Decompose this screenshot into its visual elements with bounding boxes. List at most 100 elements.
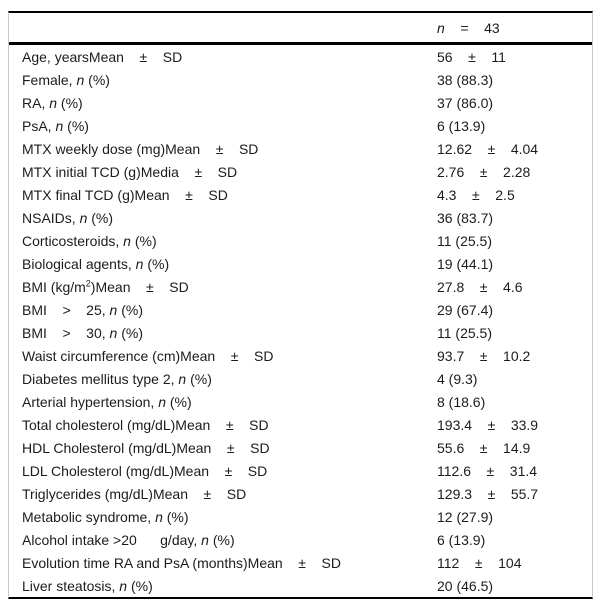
row-value: 27.8 ± 4.6: [437, 278, 523, 295]
row-value: 193.4 ± 33.9: [437, 416, 539, 433]
text-part: Age, yearsMean ± SD: [22, 48, 183, 65]
text-part: (%): [143, 255, 170, 272]
row-label: MTX weekly dose (mg)Mean ± SD: [9, 141, 437, 157]
row-value: 2.76 ± 2.28: [437, 163, 531, 180]
row-value: 6 (13.9): [437, 531, 486, 548]
table-row: PsA, n (%) 6 (13.9): [9, 114, 592, 137]
row-label: Female, n (%): [9, 72, 437, 88]
table-row: BMI > 30, n (%) 11 (25.5): [9, 321, 592, 344]
table-row: Waist circumference (cm)Mean ± SD 93.7 ± …: [9, 344, 592, 367]
row-label: Biological agents, n (%): [9, 256, 437, 272]
row-label: Corticosteroids, n (%): [9, 233, 437, 249]
row-label: Age, yearsMean ± SD: [9, 49, 437, 65]
table-row: MTX final TCD (g)Mean ± SD 4.3 ± 2.5: [9, 183, 592, 206]
table-row: Metabolic syndrome, n (%) 12 (27.9): [9, 505, 592, 528]
table-row: Triglycerides (mg/dL)Mean ± SD 129.3 ± 55…: [9, 482, 592, 505]
row-value: 4 (9.3): [437, 370, 478, 387]
text-part: LDL Cholesterol (mg/dL)Mean ± SD: [22, 462, 268, 479]
text-part: Alcohol intake >20 g/day,: [22, 531, 202, 548]
table-row: BMI (kg/m2)Mean ± SD 27.8 ± 4.6: [9, 275, 592, 298]
row-value: 112.6 ± 31.4: [437, 462, 538, 479]
text-part: (%): [117, 301, 144, 318]
row-value: 93.7 ± 10.2: [437, 347, 531, 364]
text-part: PsA,: [22, 117, 56, 134]
text-part: Corticosteroids,: [22, 232, 124, 249]
italic-n: n: [109, 301, 118, 318]
table-row: Age, yearsMean ± SD 56 ± 11: [9, 45, 592, 68]
text-part: (%): [127, 577, 153, 594]
table-row: Evolution time RA and PsA (months)Mean ±…: [9, 551, 592, 574]
row-value: 4.3 ± 2.5: [437, 186, 515, 203]
text-part: Biological agents,: [22, 255, 136, 272]
text-part: HDL Cholesterol (mg/dL)Mean ± SD: [22, 439, 270, 456]
row-label: Diabetes mellitus type 2, n (%): [9, 371, 437, 387]
row-value: 38 (88.3): [437, 71, 494, 88]
italic-n: n: [201, 531, 209, 548]
table-row: Liver steatosis, n (%) 20 (46.5): [9, 574, 592, 597]
text-part: (%): [117, 324, 144, 341]
text-part: Total cholesterol (mg/dL)Mean ± SD: [22, 416, 269, 433]
row-value: 8 (18.6): [437, 393, 486, 410]
text-part: MTX final TCD (g)Mean ± SD: [22, 186, 228, 203]
row-label: Liver steatosis, n (%): [9, 578, 437, 594]
row-label: Total cholesterol (mg/dL)Mean ± SD: [9, 417, 437, 433]
row-value: 29 (67.4): [437, 301, 494, 318]
row-label: BMI > 30, n (%): [9, 325, 437, 341]
text-part: (%): [84, 71, 110, 88]
text-part: Metabolic syndrome,: [22, 508, 156, 525]
row-label: LDL Cholesterol (mg/dL)Mean ± SD: [9, 463, 437, 479]
table-header-n-value: n = 43: [437, 20, 592, 36]
text-part: RA,: [22, 94, 50, 111]
row-value: 36 (83.7): [437, 209, 494, 226]
table-row: Total cholesterol (mg/dL)Mean ± SD 193.4 …: [9, 413, 592, 436]
text-part: MTX initial TCD (g)Media ± SD: [22, 163, 238, 180]
italic-n: n: [123, 232, 131, 249]
text-part: (%): [162, 508, 189, 525]
row-label: HDL Cholesterol (mg/dL)Mean ± SD: [9, 440, 437, 456]
italic-n: n: [437, 19, 445, 36]
row-value: 37 (86.0): [437, 94, 494, 111]
italic-n: n: [76, 71, 85, 88]
text-part: BMI > 30,: [22, 324, 110, 341]
text-part: (%): [130, 232, 157, 249]
text-part: Liver steatosis,: [22, 577, 120, 594]
row-label: Waist circumference (cm)Mean ± SD: [9, 348, 437, 364]
row-value: 12.62 ± 4.04: [437, 140, 539, 157]
text-part: (%): [63, 117, 89, 134]
italic-n: n: [119, 577, 128, 594]
row-label: MTX initial TCD (g)Media ± SD: [9, 164, 437, 180]
row-label: BMI (kg/m2)Mean ± SD: [9, 279, 437, 295]
italic-n: n: [135, 255, 144, 272]
text-part: (%): [87, 209, 114, 226]
table-row: Diabetes mellitus type 2, n (%) 4 (9.3): [9, 367, 592, 390]
row-value: 19 (44.1): [437, 255, 494, 272]
patient-characteristics-table: n = 43 Age, yearsMean ± SD 56 ± 11 Female,…: [8, 11, 593, 599]
table-row: Alcohol intake >20 g/day, n (%) 6 (13.9): [9, 528, 592, 551]
row-value: 56 ± 11: [437, 48, 506, 65]
italic-n: n: [155, 508, 163, 525]
row-value: 129.3 ± 55.7: [437, 485, 539, 502]
italic-n: n: [49, 94, 58, 111]
table-row: Corticosteroids, n (%) 11 (25.5): [9, 229, 592, 252]
table-row: NSAIDs, n (%) 36 (83.7): [9, 206, 592, 229]
text-part: BMI > 25,: [22, 301, 110, 318]
row-value: 12 (27.9): [437, 508, 494, 525]
text-part: = 43: [444, 19, 500, 36]
table-header-row: n = 43: [9, 13, 592, 42]
text-part: (%): [208, 531, 235, 548]
text-part: BMI (kg/m: [22, 278, 86, 295]
text-part: (%): [57, 94, 83, 111]
italic-n: n: [178, 370, 187, 387]
text-part: Arterial hypertension,: [22, 393, 159, 410]
row-label: RA, n (%): [9, 95, 437, 111]
header-divider-rule: [9, 42, 592, 45]
text-part: )Mean ± SD: [90, 278, 189, 295]
row-value: 112 ± 104: [437, 554, 522, 571]
text-part: MTX weekly dose (mg)Mean ± SD: [22, 140, 259, 157]
table-row: MTX weekly dose (mg)Mean ± SD 12.62 ± 4.0…: [9, 137, 592, 160]
row-value: 11 (25.5): [437, 232, 492, 249]
table-row: Biological agents, n (%) 19 (44.1): [9, 252, 592, 275]
row-label: Alcohol intake >20 g/day, n (%): [9, 532, 437, 548]
table-row: Female, n (%) 38 (88.3): [9, 68, 592, 91]
row-label: Evolution time RA and PsA (months)Mean ±…: [9, 555, 437, 571]
